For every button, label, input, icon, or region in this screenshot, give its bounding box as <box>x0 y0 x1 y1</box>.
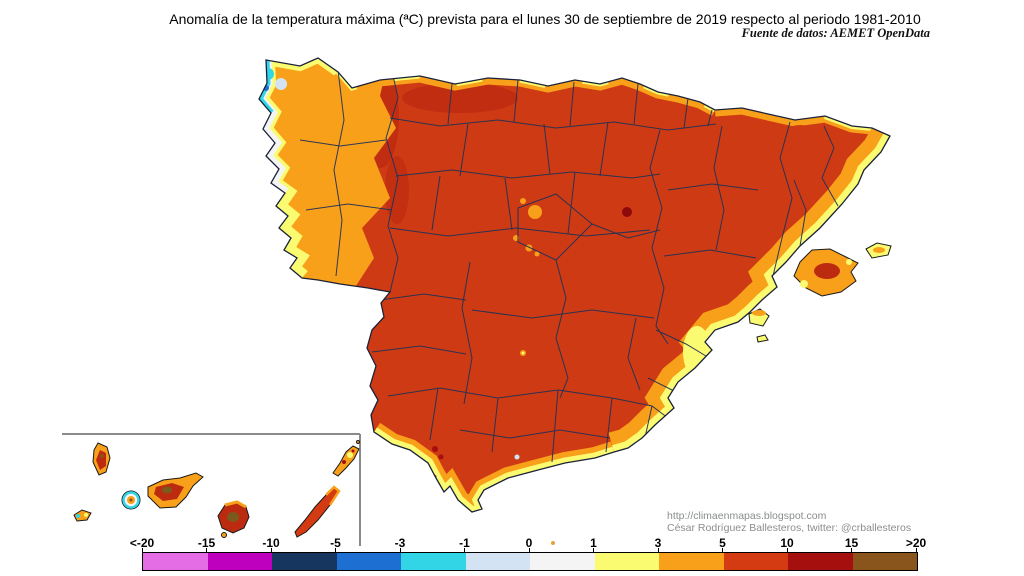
gran-canaria-island <box>217 500 250 538</box>
legend-color-cell <box>143 553 208 570</box>
legend-tick-label: 0 <box>525 536 533 550</box>
la-gomera-island <box>121 490 141 510</box>
credits-url: http://climaenmapas.blogspot.com <box>667 510 827 522</box>
legend-tick-label: -15 <box>197 536 216 550</box>
legend-color-cell <box>272 553 337 570</box>
legend-color-cell <box>207 553 272 570</box>
legend-color-cell <box>659 553 724 570</box>
credits-author: César Rodríguez Ballesteros, twitter: @c… <box>667 521 912 534</box>
canary-islands-inset <box>62 433 361 546</box>
legend-color-cell <box>465 553 530 570</box>
legend-color-cell <box>336 553 401 570</box>
legend-color-cell <box>401 553 466 570</box>
legend-color-cell <box>530 553 595 570</box>
legend-color-cell <box>852 553 917 570</box>
legend-tick-mark <box>786 548 788 553</box>
legend-tick-mark <box>464 548 465 553</box>
legend-color-cell <box>594 553 659 570</box>
legend-tick-label: -10 <box>262 536 280 550</box>
legend-color-cell <box>788 553 853 570</box>
legend-tick-label: 10 <box>780 536 794 550</box>
legend-tick-label: 15 <box>844 536 859 550</box>
legend-tick-mark <box>915 548 917 553</box>
la-palma-island <box>92 442 111 476</box>
legend-tick-label: 5 <box>719 536 726 550</box>
legend-tick-mark <box>399 548 401 553</box>
legend-tick-label: 1 <box>590 536 597 550</box>
formentera-island <box>756 334 769 343</box>
legend-tick-mark <box>851 548 852 553</box>
legend-tick-label: -3 <box>394 536 406 550</box>
legend-tick-mark <box>593 548 594 553</box>
legend-bar <box>142 552 918 571</box>
menorca-island <box>865 242 892 259</box>
page-title: Anomalía de la temperatura máxima (ªC) p… <box>169 11 921 27</box>
legend-color-cell <box>723 553 788 570</box>
balearic-islands <box>748 242 892 343</box>
legend-tick-label: -1 <box>459 536 470 550</box>
data-source-label: Fuente de datos: AEMET OpenData <box>741 26 930 40</box>
legend-tick-label: <-20 <box>129 536 155 550</box>
mallorca-island <box>793 248 859 297</box>
peninsula-coastline <box>258 57 891 513</box>
credits: http://climaenmapas.blogspot.com César R… <box>667 510 912 534</box>
legend-tick-mark <box>206 548 207 553</box>
legend-stray-dot <box>551 541 555 545</box>
inset-border <box>62 433 361 546</box>
el-hierro-island <box>73 509 92 522</box>
legend-tick-mark <box>528 548 530 553</box>
tenerife-island <box>147 472 204 509</box>
legend-tick-label: >20 <box>905 536 927 550</box>
ibiza-island <box>748 308 770 327</box>
legend-tick-label: 3 <box>654 536 662 550</box>
legend-tick-mark <box>141 548 143 553</box>
fuerteventura-island <box>294 485 341 538</box>
lanzarote-island <box>332 440 360 477</box>
color-scale-legend: <-20 -15 -10 -5 -3 -1 0 1 3 5 10 15 >20 <box>0 534 1024 574</box>
legend-tick-mark <box>270 548 272 553</box>
legend-tick-mark <box>657 548 659 553</box>
legend-tick-mark <box>335 548 336 553</box>
legend-tick-label: -5 <box>330 536 341 550</box>
legend-tick-mark <box>722 548 723 553</box>
